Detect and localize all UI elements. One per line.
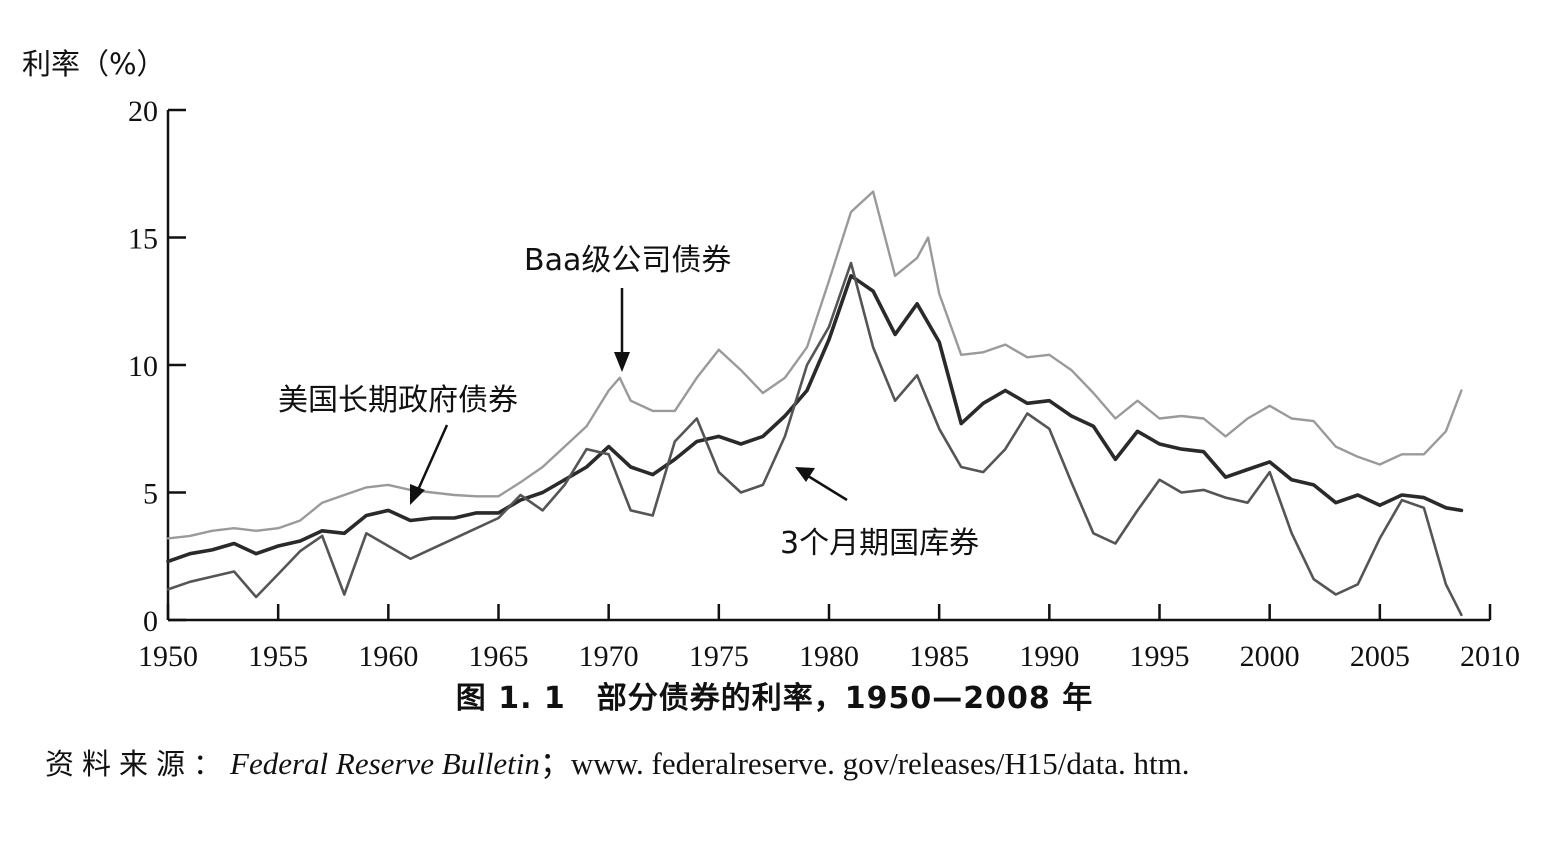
arrow-government bbox=[410, 424, 449, 505]
y-tick-label: 0 bbox=[143, 605, 158, 638]
y-axis-label: 利率（%） bbox=[22, 47, 166, 81]
annotation-government: 美国长期政府债券 bbox=[278, 383, 518, 418]
x-tick-label: 2010 bbox=[1460, 640, 1520, 673]
x-tick-label: 2000 bbox=[1240, 640, 1300, 673]
annotation-treasury: 3个月期国库券 bbox=[780, 526, 979, 561]
series-layer bbox=[166, 190, 1464, 617]
arrow-treasury bbox=[795, 467, 848, 502]
series-line-2 bbox=[166, 274, 1464, 564]
source-label: 资料来源： bbox=[45, 747, 231, 781]
y-tick-label: 20 bbox=[128, 95, 158, 128]
axes: 0 5 10 15 20 1950 1955 1960 1965 1970 1975 1980 1985… bbox=[128, 95, 1520, 673]
source-note: 资料来源：Federal Reserve Bulletin；www. feder… bbox=[45, 735, 1515, 793]
source-rest: ；www. federalreserve. gov/releases/H15/d… bbox=[539, 746, 1190, 781]
annotation-baa: Baa级公司债券 bbox=[524, 243, 731, 278]
x-tick-label: 1960 bbox=[358, 640, 418, 673]
x-tick-label: 1975 bbox=[689, 640, 749, 673]
source-publication: Federal Reserve Bulletin bbox=[230, 746, 540, 781]
y-tick-label: 15 bbox=[128, 223, 158, 256]
x-tick-label: 1980 bbox=[799, 640, 859, 673]
x-tick-label: 1970 bbox=[579, 640, 639, 673]
y-tick-label: 10 bbox=[128, 350, 158, 383]
x-tick-label: 1985 bbox=[909, 640, 969, 673]
x-tick-label: 1995 bbox=[1130, 640, 1190, 673]
x-tick-label: 1955 bbox=[248, 640, 308, 673]
x-tick-label: 1950 bbox=[138, 640, 198, 673]
x-tick-label: 1965 bbox=[469, 640, 529, 673]
y-tick-label: 5 bbox=[143, 478, 158, 511]
series-line-1 bbox=[166, 190, 1463, 540]
arrow-baa bbox=[614, 288, 630, 372]
x-tick-label: 1990 bbox=[1019, 640, 1079, 673]
series-line-3 bbox=[166, 261, 1463, 617]
figure-caption: 图 1. 1 部分债券的利率，1950—2008 年 bbox=[455, 681, 1094, 716]
line-chart: 利率（%） 0 5 10 15 20 1950 1955 1960 1965 1970 1975 19… bbox=[22, 47, 1520, 673]
x-tick-label: 2005 bbox=[1350, 640, 1410, 673]
